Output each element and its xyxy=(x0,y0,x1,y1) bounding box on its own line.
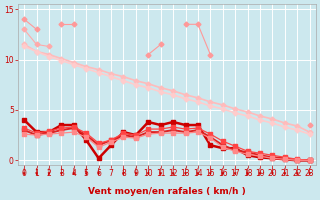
X-axis label: Vent moyen/en rafales ( km/h ): Vent moyen/en rafales ( km/h ) xyxy=(88,187,246,196)
